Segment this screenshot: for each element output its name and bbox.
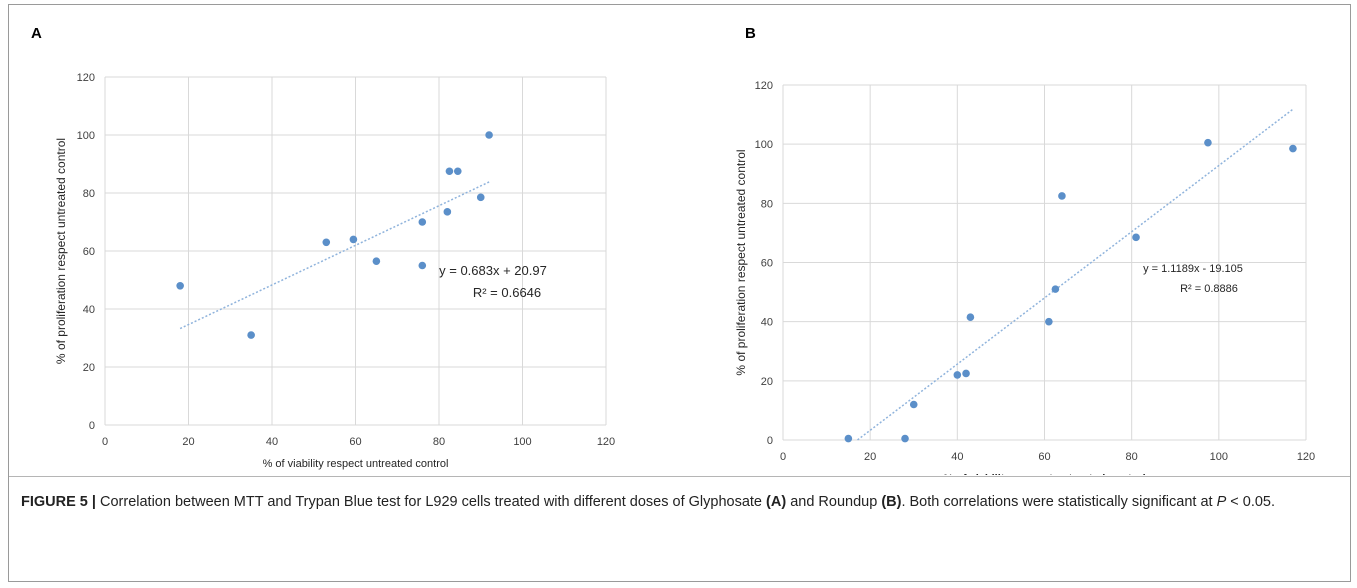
chart-a-x-axis-label: % of viability respect untreated control [263,458,449,470]
chart-a-data-point [443,208,452,216]
panel-b-label: B [745,25,756,42]
chart-b-ytick-label: 0 [767,435,773,447]
chart-b-trend-equation: y = 1.1189x - 19.105 [1143,263,1243,275]
chart-b-x-axis-label: % of viability respect antreated control [943,473,1145,475]
chart-a-trend-equation: y = 0.683x + 20.97 [439,263,547,278]
caption-divider [9,476,1350,477]
chart-a-ytick-label: 40 [83,304,95,316]
chart-b-ytick-label: 100 [755,139,773,151]
chart-a-ytick-label: 0 [89,420,95,432]
chart-b-data-point [844,434,853,443]
chart-a-data-point [453,167,462,176]
chart-a-data-point [372,257,381,265]
panel-a-label: A [31,25,42,42]
caption-text-1: Correlation between MTT and Trypan Blue … [100,494,762,510]
chart-a-ytick-label: 120 [77,72,95,84]
chart-b-data-point [953,371,962,379]
chart-a-data-point [176,282,184,290]
figure-label: FIGURE 5 | [21,494,96,510]
chart-b-trendline [857,108,1294,441]
chart-a-xtick-label: 100 [513,436,531,448]
chart-b-data-point [1132,233,1140,242]
caption-ref-b: (B) [881,494,902,510]
chart-a-ytick-label: 60 [83,246,95,258]
chart-b-xtick-label: 80 [1126,451,1138,463]
chart-b-data-point [962,369,970,378]
caption-text-2: and Roundup [790,494,878,510]
chart-b-data-point [901,434,909,443]
chart-a-data-point [418,218,427,226]
chart-a-scatter: 0 20 40 60 80 100 120 0 20 40 60 80 100 120 % of viabi… [54,72,615,470]
chart-a-data-point [247,331,255,339]
chart-a-ytick-label: 20 [83,362,95,374]
chart-a-data-point [418,261,427,270]
chart-b-ytick-label: 120 [755,80,773,92]
chart-a-data-point [476,193,485,202]
chart-a-xtick-label: 120 [597,436,615,448]
chart-a-ytick-label: 80 [83,188,95,200]
panel-b: B 0 20 40 60 80 100 120 0 20 40 60 80 100 120 % of via… [671,5,1351,485]
chart-b-xtick-label: 120 [1297,451,1315,463]
chart-a-data-point [322,238,331,247]
chart-a-xtick-label: 20 [182,436,194,448]
figure-frame: A 0 20 40 60 80 100 120 0 20 40 60 80 100 120 % of via… [8,4,1351,582]
panel-a: A 0 20 40 60 80 100 120 0 20 40 60 80 100 120 % of via… [9,5,669,475]
chart-b-data-point [1204,138,1212,147]
figure-caption: FIGURE 5 | Correlation between MTT and T… [21,490,1341,514]
chart-b-y-axis-label: % of proliferation respect untreated con… [734,149,748,375]
chart-b-xtick-label: 60 [1038,451,1050,463]
chart-a-ytick-label: 100 [77,130,95,142]
chart-b-data-point [909,400,918,409]
chart-b-xtick-label: 20 [864,451,876,463]
chart-a-trendline [179,181,490,330]
caption-p-condition: < 0.05. [1230,494,1276,510]
chart-b-ytick-label: 40 [761,317,773,329]
chart-b-ytick-label: 20 [761,376,773,388]
chart-b-data-point [966,313,975,322]
chart-a-xtick-label: 80 [433,436,445,448]
chart-a-data-point [349,235,358,244]
chart-a-r-squared: R² = 0.6646 [473,285,541,300]
chart-b-r-squared: R² = 0.8886 [1180,283,1238,295]
chart-b-data-point [1051,285,1060,293]
chart-b-data-point [1289,144,1297,153]
chart-b-xtick-label: 0 [780,451,786,463]
chart-b-ytick-label: 80 [761,198,773,210]
chart-b-xtick-label: 40 [951,451,963,463]
chart-b-data-point [1045,317,1053,326]
chart-b-ytick-label: 60 [761,258,773,270]
caption-ref-a: (A) [766,494,787,510]
chart-b-data-point [1058,192,1066,200]
chart-b-scatter: 0 20 40 60 80 100 120 0 20 40 60 80 100 120 % of viabi… [734,80,1315,485]
chart-a-data-point [445,167,454,176]
chart-a-data-point [485,131,493,139]
chart-a-xtick-label: 40 [266,436,278,448]
caption-text-3: . Both correlations were statistically s… [901,494,1213,510]
chart-a-y-axis-label: % of proliferation respect untreated con… [54,138,68,364]
chart-a-xtick-label: 0 [102,436,108,448]
chart-a-xtick-label: 60 [349,436,361,448]
chart-b-xtick-label: 100 [1210,451,1228,463]
caption-p-symbol: P [1216,494,1227,510]
